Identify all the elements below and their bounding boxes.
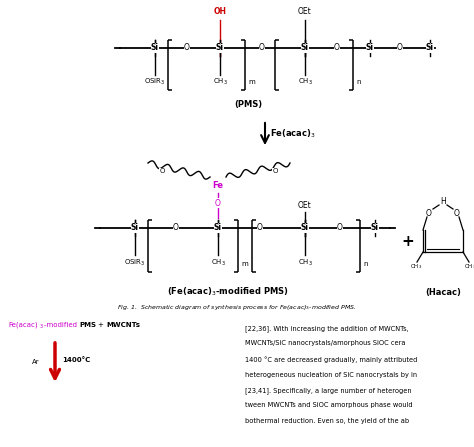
Text: (Hacac): (Hacac): [425, 287, 461, 296]
Text: Fe(acac): Fe(acac): [8, 322, 37, 328]
Text: Si: Si: [131, 224, 139, 232]
Text: CH$_3$: CH$_3$: [298, 77, 312, 87]
Text: bothermal reduction. Even so, the yield of the ab: bothermal reduction. Even so, the yield …: [245, 418, 409, 424]
Text: O: O: [454, 208, 460, 218]
Text: Si: Si: [371, 224, 379, 232]
Text: CH$_3$: CH$_3$: [410, 262, 422, 271]
Text: 3: 3: [40, 325, 43, 329]
Text: Si: Si: [301, 224, 309, 232]
Text: CH$_3$: CH$_3$: [464, 262, 474, 271]
Text: OEt: OEt: [298, 202, 312, 211]
Text: (PMS): (PMS): [234, 101, 262, 110]
Text: m: m: [241, 261, 248, 267]
Text: -modified: -modified: [44, 322, 79, 328]
Text: OSiR$_3$: OSiR$_3$: [124, 258, 146, 268]
Text: heterogeneous nucleation of SiC nanocrystals by in: heterogeneous nucleation of SiC nanocrys…: [245, 371, 417, 378]
Text: tween MWCNTs and SiOC amorphous phase would: tween MWCNTs and SiOC amorphous phase wo…: [245, 402, 413, 409]
Text: OH: OH: [213, 8, 227, 17]
Text: Si: Si: [151, 43, 159, 52]
Text: Si: Si: [216, 43, 224, 52]
Text: [23,41]. Specifically, a large number of heterogen: [23,41]. Specifically, a large number of…: [245, 387, 411, 394]
Text: O: O: [184, 43, 190, 52]
Text: O: O: [397, 43, 403, 52]
Text: O: O: [159, 168, 164, 174]
Text: O: O: [334, 43, 340, 52]
Text: O: O: [426, 208, 432, 218]
Text: Fe(acac)$_3$: Fe(acac)$_3$: [270, 128, 316, 140]
Text: +: +: [97, 322, 103, 328]
Text: (Fe(acac)$_3$-modified PMS): (Fe(acac)$_3$-modified PMS): [167, 286, 289, 298]
Text: CH$_3$: CH$_3$: [298, 258, 312, 268]
Text: O: O: [272, 168, 278, 174]
Text: Si: Si: [214, 224, 222, 232]
Text: Ar: Ar: [32, 359, 40, 366]
Text: Si: Si: [301, 43, 309, 52]
Text: 1400°C: 1400°C: [62, 357, 90, 363]
Text: O: O: [215, 198, 221, 207]
Text: O: O: [257, 224, 263, 232]
Text: n: n: [363, 261, 367, 267]
Text: CH$_3$: CH$_3$: [210, 258, 226, 268]
Text: OEt: OEt: [298, 8, 312, 17]
Text: OSiR$_3$: OSiR$_3$: [144, 77, 166, 87]
Text: MWCNTs: MWCNTs: [106, 322, 140, 328]
Text: Fe: Fe: [212, 181, 224, 190]
Text: m: m: [248, 79, 255, 85]
Text: MWCNTs/SiC nanocrystals/amorphous SiOC cera: MWCNTs/SiC nanocrystals/amorphous SiOC c…: [245, 341, 405, 346]
Text: O: O: [259, 43, 265, 52]
Text: H: H: [440, 198, 446, 207]
Text: PMS: PMS: [79, 322, 96, 328]
Text: O: O: [337, 224, 343, 232]
Text: [22,36]. With increasing the addition of MWCNTs,: [22,36]. With increasing the addition of…: [245, 325, 409, 332]
Text: CH$_3$: CH$_3$: [212, 77, 228, 87]
Text: Si: Si: [426, 43, 434, 52]
Text: O: O: [173, 224, 179, 232]
Text: +: +: [401, 235, 414, 249]
Text: Fig. 1.  Schematic diagram of synthesis process for Fe(acac)$_3$-modified PMS.: Fig. 1. Schematic diagram of synthesis p…: [117, 304, 357, 312]
Text: 1400 °C are decreased gradually, mainly attributed: 1400 °C are decreased gradually, mainly …: [245, 356, 418, 363]
Text: n: n: [356, 79, 361, 85]
Text: Si: Si: [366, 43, 374, 52]
